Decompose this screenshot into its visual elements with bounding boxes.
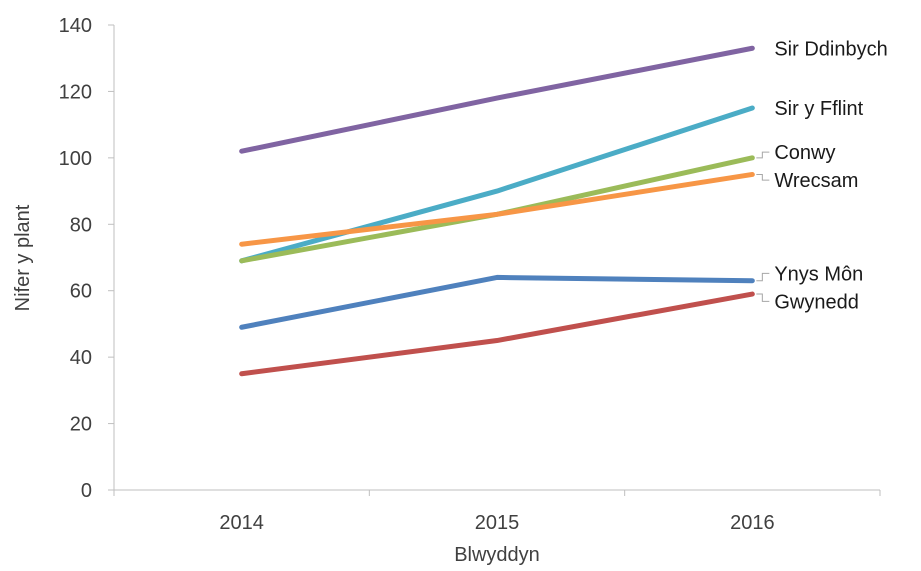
label-leader <box>756 272 770 282</box>
series-labels: Sir Ddinbych Sir y Fflint Conwy Wrecsam Ynys… <box>756 38 888 313</box>
y-axis-title: Nifer y plant <box>12 204 34 311</box>
series-label: Gwynedd <box>774 291 859 313</box>
x-tick-label: 2015 <box>475 512 520 534</box>
series-label: Conwy <box>774 142 835 164</box>
series-line <box>239 45 755 154</box>
series-label: Wrecsam <box>774 170 858 192</box>
x-tick-label: 2014 <box>219 512 264 534</box>
label-leader <box>756 151 770 159</box>
x-ticks: 2014 2015 2016 <box>113 490 881 534</box>
series-group <box>239 45 755 377</box>
y-tick-label: 80 <box>70 214 92 236</box>
series-label: Sir y Fflint <box>774 98 863 120</box>
x-axis-title: Blwyddyn <box>454 544 540 566</box>
series-line <box>239 155 755 264</box>
series-line <box>239 171 755 247</box>
y-ticks: 0 20 40 60 80 100 120 140 <box>59 15 114 502</box>
label-leader <box>756 293 770 302</box>
y-tick-label: 20 <box>70 414 92 436</box>
y-tick-label: 60 <box>70 281 92 303</box>
label-leader <box>756 173 770 181</box>
y-tick-label: 40 <box>70 347 92 369</box>
x-tick-label: 2016 <box>730 512 775 534</box>
y-axis: 0 20 40 60 80 100 120 140 <box>59 15 115 502</box>
y-tick-label: 120 <box>59 81 92 103</box>
series-line <box>239 274 755 330</box>
y-tick-label: 0 <box>81 480 92 502</box>
x-axis: 2014 2015 2016 <box>113 489 881 534</box>
series-label: Ynys Môn <box>774 263 863 285</box>
y-tick-label: 140 <box>59 15 92 37</box>
y-tick-label: 100 <box>59 148 92 170</box>
series-label: Sir Ddinbych <box>774 38 887 60</box>
series-line <box>239 291 755 377</box>
